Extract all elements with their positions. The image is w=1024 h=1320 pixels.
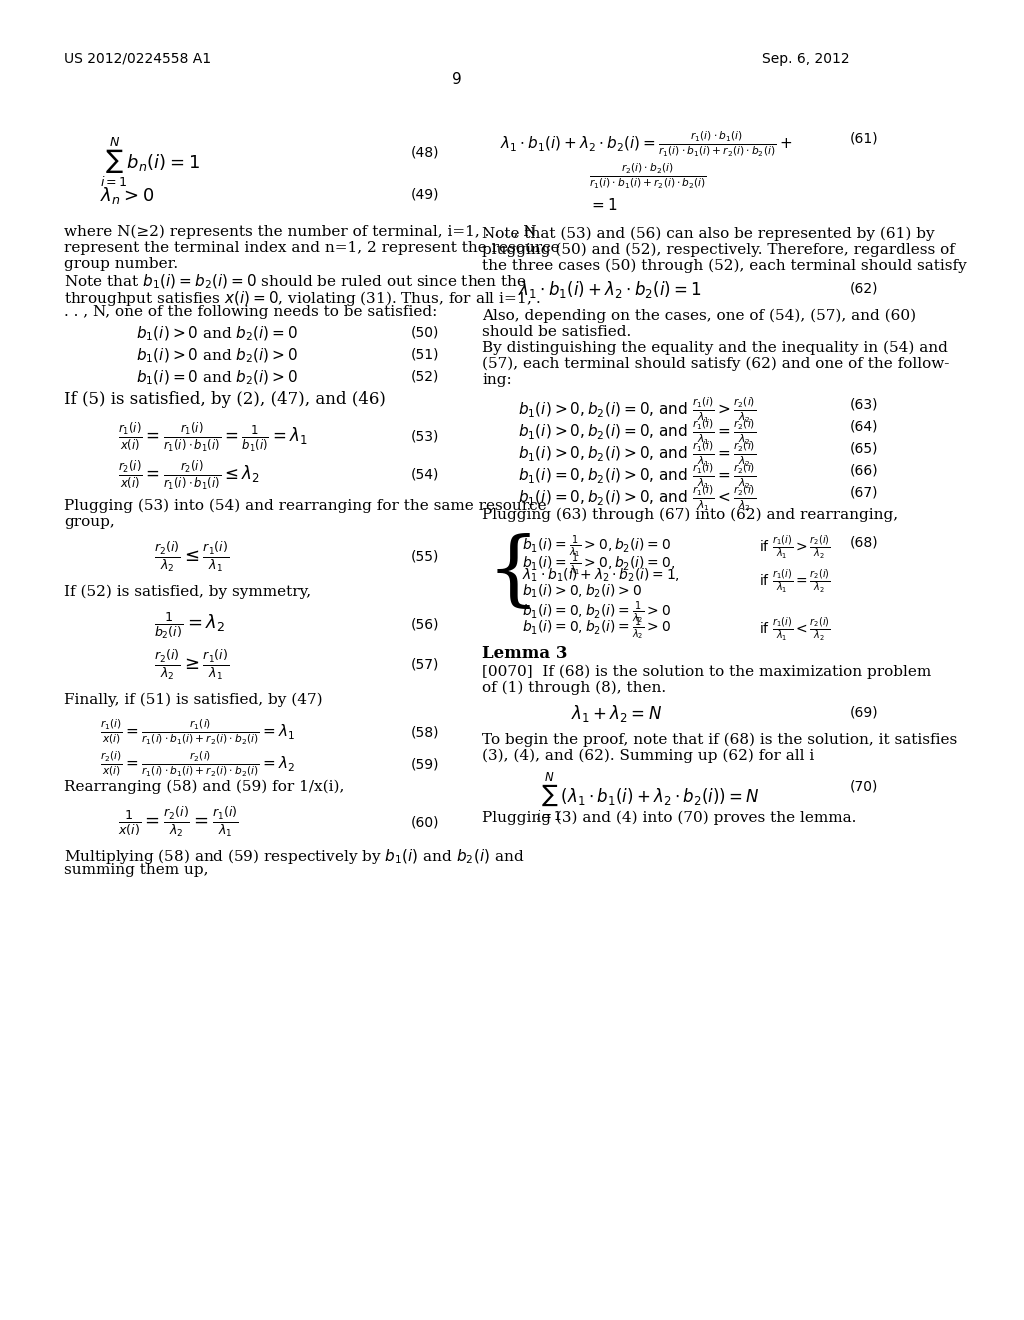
Text: (60): (60) xyxy=(411,814,439,829)
Text: (49): (49) xyxy=(411,187,439,201)
Text: $\sum_{i=1}^{N}(\lambda_1 \cdot b_1(i) + \lambda_2 \cdot b_2(i)) = N$: $\sum_{i=1}^{N}(\lambda_1 \cdot b_1(i) +… xyxy=(536,771,760,824)
Text: $\frac{r_1(i)}{x(i)} = \frac{r_1(i)}{r_1(i) \cdot b_1(i) + r_2(i) \cdot b_2(i)} : $\frac{r_1(i)}{x(i)} = \frac{r_1(i)}{r_1… xyxy=(100,718,295,747)
Text: $\sum_{i=1}^{N} b_n(i) = 1$: $\sum_{i=1}^{N} b_n(i) = 1$ xyxy=(100,135,200,189)
Text: $= 1$: $= 1$ xyxy=(590,197,618,213)
Text: $\lambda_1 \cdot b_1(i) + \lambda_2 \cdot b_2(i) = \frac{r_1(i) \cdot b_1(i)}{r_: $\lambda_1 \cdot b_1(i) + \lambda_2 \cdo… xyxy=(500,129,793,160)
Text: (56): (56) xyxy=(411,618,439,632)
Text: Note that (53) and (56) can also be represented by (61) by: Note that (53) and (56) can also be repr… xyxy=(482,227,935,242)
Text: Note that $b_1(i)=b_2(i)=0$ should be ruled out since then the: Note that $b_1(i)=b_2(i)=0$ should be ru… xyxy=(65,273,527,292)
Text: summing them up,: summing them up, xyxy=(65,863,209,876)
Text: Lemma 3: Lemma 3 xyxy=(482,645,567,663)
Text: (54): (54) xyxy=(411,467,439,480)
Text: (65): (65) xyxy=(850,441,879,455)
Text: $b_1(i) > 0, b_2(i) = 0$, and $\frac{r_1(i)}{\lambda_1} > \frac{r_2(i)}{\lambda_: $b_1(i) > 0, b_2(i) = 0$, and $\frac{r_1… xyxy=(518,395,756,425)
Text: $\lambda_n > 0$: $\lambda_n > 0$ xyxy=(100,185,155,206)
Text: (59): (59) xyxy=(411,758,439,772)
Text: if $\frac{r_1(i)}{\lambda_1} > \frac{r_2(i)}{\lambda_2}$: if $\frac{r_1(i)}{\lambda_1} > \frac{r_2… xyxy=(759,533,830,561)
Text: Plugging (63) through (67) into (62) and rearranging,: Plugging (63) through (67) into (62) and… xyxy=(482,508,898,523)
Text: $\frac{r_2(i)}{x(i)} = \frac{r_2(i)}{r_1(i) \cdot b_1(i) + r_2(i) \cdot b_2(i)} : $\frac{r_2(i)}{x(i)} = \frac{r_2(i)}{r_1… xyxy=(100,750,295,779)
Text: $\frac{1}{x(i)} = \frac{r_2(i)}{\lambda_2} = \frac{r_1(i)}{\lambda_1}$: $\frac{1}{x(i)} = \frac{r_2(i)}{\lambda_… xyxy=(118,805,239,838)
Text: (48): (48) xyxy=(411,145,439,158)
Text: $b_1(i) > 0, b_2(i) > 0$: $b_1(i) > 0, b_2(i) > 0$ xyxy=(522,583,642,601)
Text: Plugging (53) into (54) and rearranging for the same resource: Plugging (53) into (54) and rearranging … xyxy=(65,499,547,513)
Text: (62): (62) xyxy=(850,281,879,294)
Text: $b_1(i) > 0, b_2(i) > 0$, and $\frac{r_1(i)}{\lambda_1} = \frac{r_2(i)}{\lambda_: $b_1(i) > 0, b_2(i) > 0$, and $\frac{r_1… xyxy=(518,440,756,469)
Text: (55): (55) xyxy=(411,550,439,564)
Text: $\frac{r_1(i)}{x(i)} = \frac{r_1(i)}{r_1(i) \cdot b_1(i)} = \frac{1}{b_1(i)} = \: $\frac{r_1(i)}{x(i)} = \frac{r_1(i)}{r_1… xyxy=(118,421,307,454)
Text: ing:: ing: xyxy=(482,374,512,387)
Text: (68): (68) xyxy=(850,535,879,549)
Text: (69): (69) xyxy=(850,705,879,719)
Text: 9: 9 xyxy=(453,73,462,87)
Text: $b_1(i) = 0, b_2(i) = \frac{1}{\lambda_2} > 0$: $b_1(i) = 0, b_2(i) = \frac{1}{\lambda_2… xyxy=(522,599,672,626)
Text: [0070]  If (68) is the solution to the maximization problem: [0070] If (68) is the solution to the ma… xyxy=(482,665,932,680)
Text: (53): (53) xyxy=(411,429,439,444)
Text: the three cases (50) through (52), each terminal should satisfy: the three cases (50) through (52), each … xyxy=(482,259,967,273)
Text: (3), (4), and (62). Summing up (62) for all i: (3), (4), and (62). Summing up (62) for … xyxy=(482,748,814,763)
Text: To begin the proof, note that if (68) is the solution, it satisfies: To begin the proof, note that if (68) is… xyxy=(482,733,957,747)
Text: $\lambda_1 \cdot b_1(i) + \lambda_2 \cdot b_2(i) = 1$: $\lambda_1 \cdot b_1(i) + \lambda_2 \cdo… xyxy=(518,279,701,300)
Text: represent the terminal index and n=1, 2 represent the resource: represent the terminal index and n=1, 2 … xyxy=(65,242,560,255)
Text: should be satisfied.: should be satisfied. xyxy=(482,325,632,339)
Text: $\lambda_1 \cdot b_1(i) + \lambda_2 \cdot b_2(i) = 1,$: $\lambda_1 \cdot b_1(i) + \lambda_2 \cdo… xyxy=(522,568,680,585)
Text: (57), each terminal should satisfy (62) and one of the follow-: (57), each terminal should satisfy (62) … xyxy=(482,356,949,371)
Text: (50): (50) xyxy=(411,325,439,339)
Text: By distinguishing the equality and the inequality in (54) and: By distinguishing the equality and the i… xyxy=(482,341,948,355)
Text: (67): (67) xyxy=(850,484,879,499)
Text: If (5) is satisfied, by (2), (47), and (46): If (5) is satisfied, by (2), (47), and (… xyxy=(65,391,386,408)
Text: Plugging (3) and (4) into (70) proves the lemma.: Plugging (3) and (4) into (70) proves th… xyxy=(482,810,856,825)
Text: . . , N, one of the following needs to be satisfied:: . . , N, one of the following needs to b… xyxy=(65,305,437,319)
Text: group,: group, xyxy=(65,515,115,529)
Text: $\frac{r_2(i)}{\lambda_2} \geq \frac{r_1(i)}{\lambda_1}$: $\frac{r_2(i)}{\lambda_2} \geq \frac{r_1… xyxy=(154,648,229,682)
Text: Rearranging (58) and (59) for 1/x(i),: Rearranging (58) and (59) for 1/x(i), xyxy=(65,780,345,795)
Text: (64): (64) xyxy=(850,418,879,433)
Text: $\frac{r_2(i)}{x(i)} = \frac{r_2(i)}{r_1(i) \cdot b_1(i)} \leq \lambda_2$: $\frac{r_2(i)}{x(i)} = \frac{r_2(i)}{r_1… xyxy=(118,459,260,492)
Text: (57): (57) xyxy=(411,657,439,672)
Text: Also, depending on the cases, one of (54), (57), and (60): Also, depending on the cases, one of (54… xyxy=(482,309,916,323)
Text: (63): (63) xyxy=(850,397,879,411)
Text: $b_1(i) > 0, b_2(i) = 0$, and $\frac{r_1(i)}{\lambda_1} = \frac{r_2(i)}{\lambda_: $b_1(i) > 0, b_2(i) = 0$, and $\frac{r_1… xyxy=(518,417,756,446)
Text: (61): (61) xyxy=(850,132,879,147)
Text: (52): (52) xyxy=(411,370,439,383)
Text: $b_1(i) = \frac{1}{\lambda_1} > 0, b_2(i) = 0,$: $b_1(i) = \frac{1}{\lambda_1} > 0, b_2(i… xyxy=(522,550,676,578)
Text: if $\frac{r_1(i)}{\lambda_1} < \frac{r_2(i)}{\lambda_2}$: if $\frac{r_1(i)}{\lambda_1} < \frac{r_2… xyxy=(759,615,830,643)
Text: $b_1(i) = \frac{1}{\lambda_1} > 0, b_2(i) = 0$: $b_1(i) = \frac{1}{\lambda_1} > 0, b_2(i… xyxy=(522,533,672,560)
Text: (51): (51) xyxy=(411,347,439,360)
Text: $b_1(i)>0$ and $b_2(i)>0$: $b_1(i)>0$ and $b_2(i)>0$ xyxy=(136,347,298,366)
Text: (70): (70) xyxy=(850,779,879,793)
Text: $b_1(i)=0$ and $b_2(i)>0$: $b_1(i)=0$ and $b_2(i)>0$ xyxy=(136,370,298,387)
Text: $b_1(i) = 0, b_2(i) = \frac{1}{\lambda_2} > 0$: $b_1(i) = 0, b_2(i) = \frac{1}{\lambda_2… xyxy=(522,615,672,642)
Text: of (1) through (8), then.: of (1) through (8), then. xyxy=(482,681,667,696)
Text: $\lambda_1 + \lambda_2 = N$: $\lambda_1 + \lambda_2 = N$ xyxy=(571,704,663,723)
Text: $\frac{r_2(i)}{\lambda_2} \leq \frac{r_1(i)}{\lambda_1}$: $\frac{r_2(i)}{\lambda_2} \leq \frac{r_1… xyxy=(154,540,229,574)
Text: Finally, if (51) is satisfied, by (47): Finally, if (51) is satisfied, by (47) xyxy=(65,693,323,708)
Text: group number.: group number. xyxy=(65,257,178,271)
Text: (66): (66) xyxy=(850,463,879,477)
Text: US 2012/0224558 A1: US 2012/0224558 A1 xyxy=(65,51,211,66)
Text: if $\frac{r_1(i)}{\lambda_1} = \frac{r_2(i)}{\lambda_2}$: if $\frac{r_1(i)}{\lambda_1} = \frac{r_2… xyxy=(759,568,830,595)
Text: $b_1(i) = 0, b_2(i) > 0$, and $\frac{r_1(i)}{\lambda_1} < \frac{r_2(i)}{\lambda_: $b_1(i) = 0, b_2(i) > 0$, and $\frac{r_1… xyxy=(518,483,756,512)
Text: $\frac{1}{b_2(i)} = \lambda_2$: $\frac{1}{b_2(i)} = \lambda_2$ xyxy=(154,610,224,640)
Text: {: { xyxy=(486,533,540,612)
Text: $b_1(i)>0$ and $b_2(i)=0$: $b_1(i)>0$ and $b_2(i)=0$ xyxy=(136,325,298,343)
Text: where N(≥2) represents the number of terminal, i=1, . . . , N: where N(≥2) represents the number of ter… xyxy=(65,224,537,239)
Text: Multiplying (58) and (59) respectively by $b_1(i)$ and $b_2(i)$ and: Multiplying (58) and (59) respectively b… xyxy=(65,847,524,866)
Text: If (52) is satisfied, by symmetry,: If (52) is satisfied, by symmetry, xyxy=(65,585,311,599)
Text: $\frac{r_2(i) \cdot b_2(i)}{r_1(i) \cdot b_1(i) + r_2(i) \cdot b_2(i)}$: $\frac{r_2(i) \cdot b_2(i)}{r_1(i) \cdot… xyxy=(590,162,708,191)
Text: throughput satisfies $x(i)=0$, violating (31). Thus, for all i=1, .: throughput satisfies $x(i)=0$, violating… xyxy=(65,289,542,308)
Text: Sep. 6, 2012: Sep. 6, 2012 xyxy=(763,51,850,66)
Text: plugging (50) and (52), respectively. Therefore, regardless of: plugging (50) and (52), respectively. Th… xyxy=(482,243,955,257)
Text: $b_1(i) = 0, b_2(i) > 0$, and $\frac{r_1(i)}{\lambda_1} = \frac{r_2(i)}{\lambda_: $b_1(i) = 0, b_2(i) > 0$, and $\frac{r_1… xyxy=(518,461,756,491)
Text: (58): (58) xyxy=(411,726,439,741)
